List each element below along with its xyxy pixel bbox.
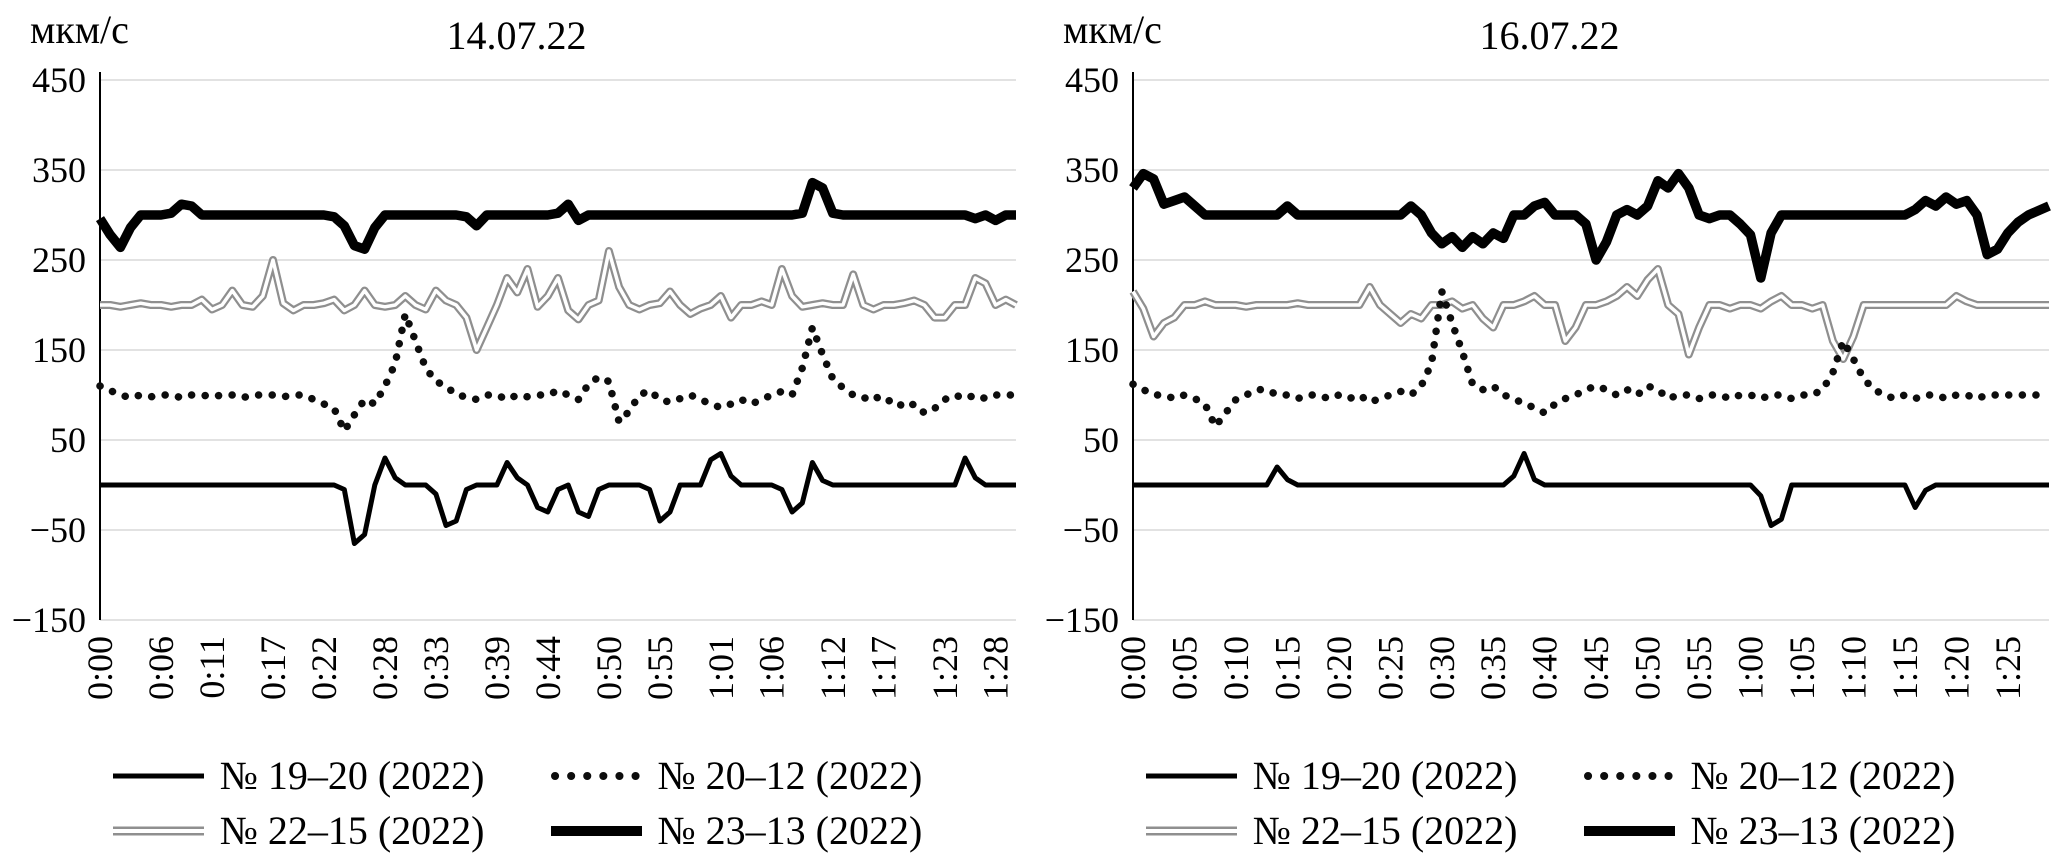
x-tick-label: 0:05	[1165, 636, 1205, 700]
x-tick-label: 0:00	[1113, 636, 1153, 700]
y-axis-unit-label: мкм/с	[30, 7, 129, 52]
legend-item-no-19-20: № 19–20 (2022)	[111, 752, 485, 799]
legend-line-sample-dotted	[550, 771, 644, 780]
legend-item-no-22-15: № 22–15 (2022)	[111, 807, 485, 854]
x-tick-label: 0:50	[589, 636, 629, 700]
legend-row: № 19–20 (2022) № 20–12 (2022)	[1144, 752, 1956, 799]
x-tick-label: 0:55	[640, 636, 680, 700]
y-tick-label: 50	[1083, 420, 1119, 460]
chart-title: 14.07.22	[446, 13, 587, 58]
legend-line-sample-solid-thick	[550, 825, 642, 836]
legend-label: № 19–20 (2022)	[1252, 753, 1518, 798]
x-tick-label: 0:44	[528, 636, 568, 700]
legend-label: № 22–15 (2022)	[219, 808, 485, 853]
x-tick-label: 1:23	[925, 636, 965, 700]
legend-line-sample-double-gray	[1145, 826, 1237, 835]
series-line-no-20-12	[96, 310, 1020, 435]
legend-label: № 22–15 (2022)	[1252, 808, 1518, 853]
y-tick-label: 250	[32, 240, 86, 280]
y-tick-label: 350	[1065, 150, 1119, 190]
series-line-no-23-13	[1129, 168, 2051, 283]
x-tick-label: 1:01	[701, 636, 741, 700]
x-tick-label: 0:10	[1216, 636, 1256, 700]
series-line-core-no-22-15	[1131, 267, 2049, 361]
series-line-no-19-20	[100, 451, 1016, 546]
y-tick-label: 150	[1065, 330, 1119, 370]
x-tick-label: 1:00	[1731, 636, 1771, 700]
legend-line-sample-dotted	[1583, 771, 1677, 780]
legend-row: № 22–15 (2022) № 23–13 (2022)	[111, 807, 923, 854]
legend-label: № 20–12 (2022)	[1690, 753, 1956, 798]
x-tick-label: 1:10	[1833, 636, 1873, 700]
x-tick-label: 1:12	[813, 636, 853, 700]
x-tick-label: 0:22	[304, 636, 344, 700]
legend-line-sample-solid-medium	[1145, 773, 1237, 778]
chart-title: 16.07.22	[1479, 13, 1620, 58]
series-line-no-19-20	[1133, 451, 2049, 528]
x-tick-label: 1:15	[1885, 636, 1925, 700]
series-line-no-22-15	[1129, 265, 2049, 363]
x-tick-label: 0:50	[1628, 636, 1668, 700]
x-tick-label: 0:39	[477, 636, 517, 700]
x-tick-label: 1:17	[864, 636, 904, 700]
chart-header-right: мкм/с 16.07.22	[1033, 0, 2066, 58]
legend-label: № 23–13 (2022)	[657, 808, 923, 853]
series-line-no-20-12	[1129, 287, 2053, 431]
legend-right: № 19–20 (2022) № 20–12 (2022) № 22–15 (2…	[1033, 752, 2066, 854]
legend-line-sample-solid-medium	[112, 773, 204, 778]
x-tick-label: 0:06	[141, 636, 181, 700]
y-tick-label: 350	[32, 150, 86, 190]
chart-panel-right: мкм/с 16.07.22 450 350 250 150 50 −50 −150 0:00…	[1033, 0, 2066, 864]
y-tick-label: −50	[1063, 510, 1119, 550]
y-tick-label: 150	[32, 330, 86, 370]
legend-item-no-23-13: № 23–13 (2022)	[1582, 807, 1956, 854]
x-tick-label: 0:20	[1319, 636, 1359, 700]
y-axis-unit-label: мкм/с	[1063, 7, 1162, 52]
x-tick-label: 0:40	[1525, 636, 1565, 700]
legend-left: № 19–20 (2022) № 20–12 (2022) № 22–15 (2…	[0, 752, 1033, 854]
legend-line-sample-double-gray	[112, 826, 204, 835]
y-tick-label: 450	[32, 60, 86, 100]
legend-item-no-23-13: № 23–13 (2022)	[549, 807, 923, 854]
x-tick-label: 1:20	[1936, 636, 1976, 700]
legend-label: № 19–20 (2022)	[219, 753, 485, 798]
legend-label: № 23–13 (2022)	[1690, 808, 1956, 853]
legend-row: № 22–15 (2022) № 23–13 (2022)	[1144, 807, 1956, 854]
x-tick-label: 0:25	[1370, 636, 1410, 700]
chart-panel-left: мкм/с 14.07.22 450 350 250 150 50 −50 −150 0:00…	[0, 0, 1033, 864]
x-tick-label: 0:28	[365, 636, 405, 700]
x-tick-label: 0:30	[1422, 636, 1462, 700]
y-tick-label: −150	[1045, 600, 1119, 640]
series-line-core-no-22-15	[100, 249, 1017, 352]
legend-item-no-20-12: № 20–12 (2022)	[1582, 752, 1956, 799]
x-tick-label: 0:15	[1267, 636, 1307, 700]
legend-item-no-22-15: № 22–15 (2022)	[1144, 807, 1518, 854]
legend-row: № 19–20 (2022) № 20–12 (2022)	[111, 752, 923, 799]
y-tick-label: 50	[50, 420, 86, 460]
chart-header-left: мкм/с 14.07.22	[0, 0, 1033, 58]
x-tick-label: 0:11	[192, 636, 232, 699]
x-tick-label: 1:28	[976, 636, 1016, 700]
x-tick-label: 0:35	[1473, 636, 1513, 700]
legend-item-no-19-20: № 19–20 (2022)	[1144, 752, 1518, 799]
x-tick-label: 0:55	[1679, 636, 1719, 700]
x-tick-label: 0:45	[1576, 636, 1616, 700]
y-tick-label: 450	[1065, 60, 1119, 100]
x-tick-label: 1:05	[1782, 636, 1822, 700]
y-tick-label: 250	[1065, 240, 1119, 280]
x-tick-label: 0:33	[416, 636, 456, 700]
x-tick-label: 1:25	[1988, 636, 2028, 700]
legend-item-no-20-12: № 20–12 (2022)	[549, 752, 923, 799]
legend-line-sample-solid-thick	[1583, 825, 1675, 836]
y-tick-label: −50	[30, 510, 86, 550]
x-tick-label: 0:00	[80, 636, 120, 700]
legend-label: № 20–12 (2022)	[657, 753, 923, 798]
y-tick-label: −150	[12, 600, 86, 640]
x-tick-label: 0:17	[253, 636, 293, 700]
x-tick-label: 1:06	[752, 636, 792, 700]
series-line-no-23-13	[95, 177, 1016, 254]
